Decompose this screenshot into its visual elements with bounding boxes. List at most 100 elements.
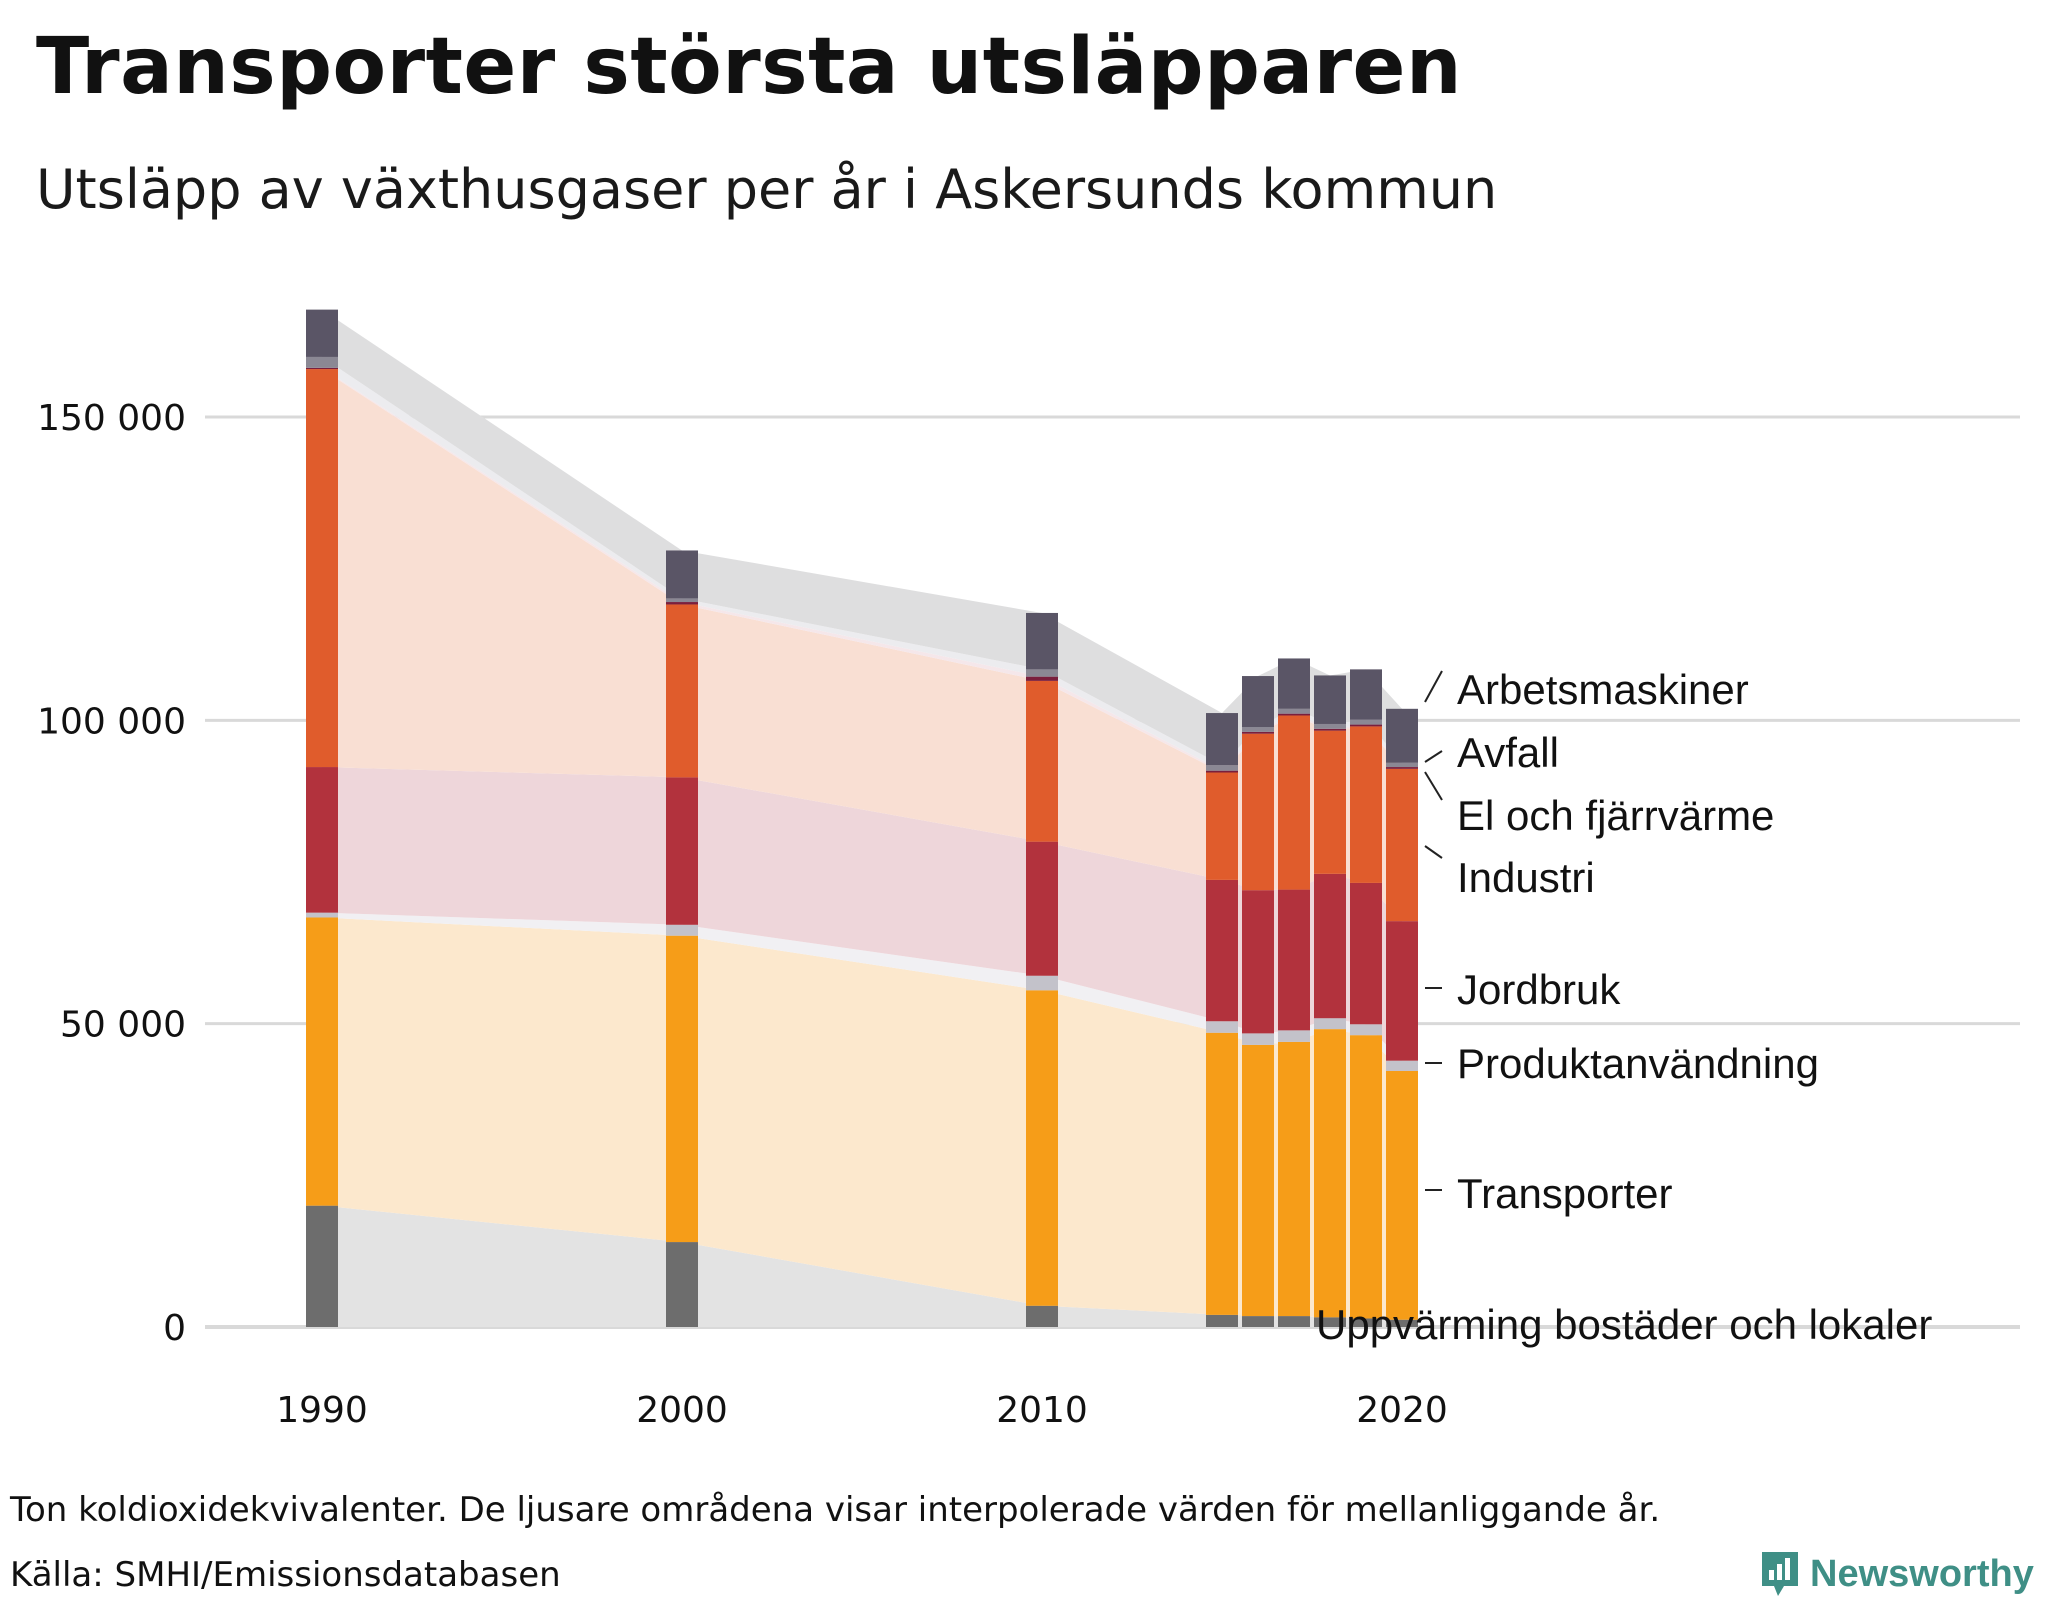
bar-segment: [1278, 713, 1310, 716]
legend-label: Avfall: [1457, 729, 1559, 776]
bar-segment: [1206, 1314, 1238, 1327]
bar-segment: [1314, 675, 1346, 724]
bar-segment: [1350, 719, 1382, 725]
chart-subtitle: Utsläpp av växthusgaser per år i Askersu…: [36, 158, 1498, 221]
bar-segment: [1386, 921, 1418, 1061]
bar-segment: [1278, 1030, 1310, 1042]
bar-segment: [306, 917, 338, 1206]
bar-segment: [1026, 841, 1058, 976]
bar-segment: [306, 1205, 338, 1327]
bar-segment: [1386, 1319, 1418, 1327]
newsworthy-logo-icon: [1762, 1552, 1798, 1596]
legend-label: El och fjärrvärme: [1457, 792, 1774, 839]
x-tick-label: 2020: [1356, 1390, 1448, 1431]
bar-segment: [1206, 1021, 1238, 1033]
legend-connector: [1424, 845, 1443, 859]
area-industri: [322, 369, 1402, 922]
bar-segment: [666, 550, 698, 599]
bar-segment: [1206, 770, 1238, 773]
bar-segment: [306, 309, 338, 357]
bar-segment: [1350, 882, 1382, 1025]
bar-segment: [1386, 708, 1418, 763]
bar-segment: [1350, 726, 1382, 883]
x-tick-label: 2010: [996, 1390, 1088, 1431]
bar-segment: [1242, 676, 1274, 728]
bar-segment: [1242, 727, 1274, 732]
bar-segment: [666, 598, 698, 603]
bar-segment: [666, 777, 698, 925]
legend-label: Jordbruk: [1457, 966, 1621, 1013]
y-tick-label: 100 000: [37, 701, 186, 742]
bar-segment: [1278, 1041, 1310, 1317]
bar-segment: [306, 767, 338, 913]
bar-segment: [1242, 1044, 1274, 1317]
chart-title: Transporter största utsläpparen: [36, 22, 1462, 112]
legend-connector: [1424, 750, 1443, 763]
bar-segment: [666, 602, 698, 605]
bar-segment: [1278, 715, 1310, 890]
x-tick-label: 1990: [276, 1390, 368, 1431]
brand-logo: Newsworthy: [1758, 1548, 2034, 1600]
bar-segment: [1206, 879, 1238, 1022]
bar-segment: [1026, 1305, 1058, 1327]
bar-segment: [1242, 1316, 1274, 1327]
bar-segment: [1350, 724, 1382, 727]
bar-segment: [1314, 873, 1346, 1019]
legend-label: Transporter: [1457, 1170, 1673, 1217]
x-tick-label: 2000: [636, 1390, 728, 1431]
bar-segment: [1026, 680, 1058, 842]
bar-segment: [1026, 669, 1058, 677]
bar-segment: [1314, 728, 1346, 731]
y-tick-label: 50 000: [60, 1005, 186, 1046]
bar-segment: [1278, 708, 1310, 714]
area-transporter: [322, 917, 1402, 1320]
bar-segment: [306, 369, 338, 768]
bar-segment: [1314, 1317, 1346, 1327]
bar-segment: [1278, 889, 1310, 1031]
bar-segment: [306, 356, 338, 368]
bar-segment: [666, 924, 698, 936]
bar-segment: [1314, 1029, 1346, 1318]
bar-segment: [1278, 658, 1310, 709]
legend-label: Industri: [1457, 854, 1595, 901]
bar-segment: [1386, 767, 1418, 769]
legend-connector: [1424, 771, 1443, 801]
bar-segment: [306, 367, 338, 370]
bar-segment: [1206, 765, 1238, 771]
area-uppvärming-bostäder-och-lokaler: [322, 1205, 1402, 1327]
footnote: Ton koldioxidekvivalenter. De ljusare om…: [10, 1490, 1661, 1530]
bar-segment: [1242, 890, 1274, 1034]
legend-label: Uppvärming bostäder och lokaler: [1316, 1301, 1932, 1348]
bar-segment: [1350, 1318, 1382, 1327]
stacked-bar-chart: 0 50 000 100 000 150 000 1990 2000 2010 2020 Arb…: [37, 309, 2020, 1431]
bar-segment: [1242, 733, 1274, 891]
y-tick-label: 150 000: [37, 398, 186, 439]
bar-segment: [1026, 612, 1058, 670]
area-jordbruk: [322, 767, 1402, 1061]
bar-segment: [1386, 1070, 1418, 1320]
bar-segment: [1350, 1024, 1382, 1036]
bar-segment: [666, 1242, 698, 1327]
bar-segment: [1350, 669, 1382, 720]
bar-segment: [1314, 1018, 1346, 1030]
bar-segment: [1314, 730, 1346, 874]
bar-segment: [1386, 768, 1418, 922]
bar-segment: [666, 935, 698, 1243]
bar-segment: [1026, 990, 1058, 1306]
bar-segment: [1206, 713, 1238, 766]
bar-segment: [1386, 762, 1418, 768]
bar-segment: [1026, 676, 1058, 681]
legend-connector: [1424, 670, 1443, 703]
bar-segment: [1026, 975, 1058, 991]
bar-segment: [1350, 1035, 1382, 1319]
legend-label: Arbetsmaskiner: [1457, 666, 1749, 713]
bar-segment: [1242, 1033, 1274, 1045]
bar-segment: [306, 912, 338, 918]
brand-name: Newsworthy: [1810, 1552, 2034, 1595]
bar-segment: [666, 604, 698, 778]
bar-segment: [1314, 723, 1346, 729]
bar-segment: [1278, 1316, 1310, 1327]
bar-segment: [1242, 731, 1274, 734]
legend-label: Produktanvändning: [1457, 1040, 1819, 1087]
source-text: Källa: SMHI/Emissionsdatabasen: [10, 1555, 561, 1595]
